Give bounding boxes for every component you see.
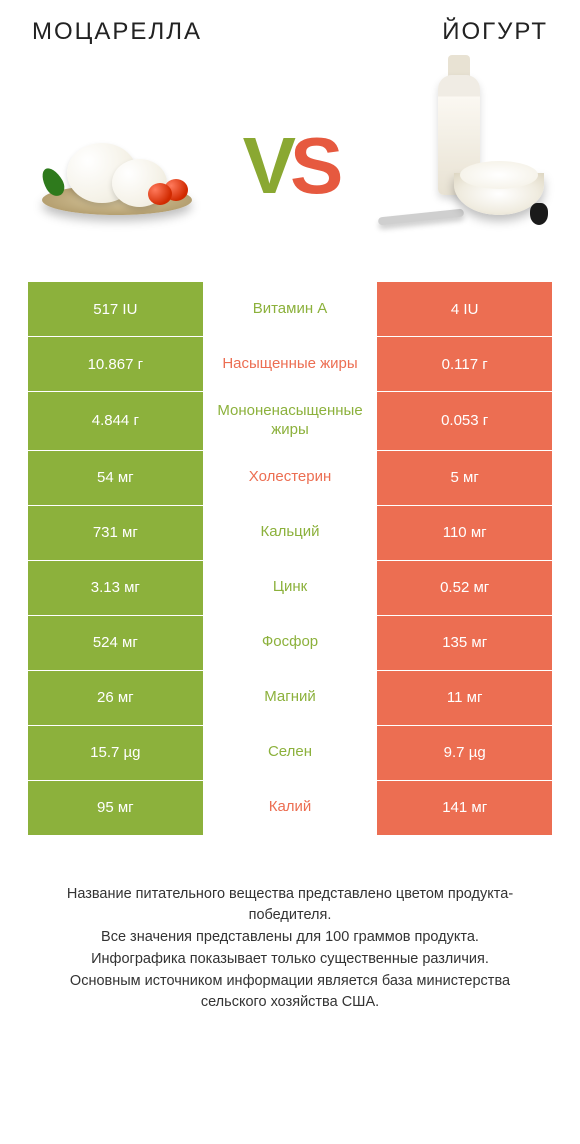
yogurt-image: [378, 81, 548, 251]
title-right: ЙОГУРТ: [442, 18, 548, 46]
nutrient-label: Цинк: [203, 561, 378, 615]
left-value: 517 IU: [28, 282, 203, 336]
right-value: 110 мг: [377, 506, 552, 560]
infographic-container: МОЦАРЕЛЛА ЙОГУРТ VS 517 IUВитамин A4 IU1…: [0, 0, 580, 1044]
nutrient-label: Насыщенные жиры: [203, 337, 378, 391]
vs-v: V: [243, 121, 290, 210]
right-value: 141 мг: [377, 781, 552, 835]
right-value: 11 мг: [377, 671, 552, 725]
mozzarella-image: [32, 81, 202, 251]
nutrient-label: Калий: [203, 781, 378, 835]
footer-line: Название питательного вещества представл…: [38, 884, 542, 928]
left-value: 3.13 мг: [28, 561, 203, 615]
table-row: 4.844 гМононенасыщенные жиры0.053 г: [28, 392, 552, 451]
nutrient-label: Фосфор: [203, 616, 378, 670]
header: МОЦАРЕЛЛА ЙОГУРТ: [28, 18, 552, 46]
vs-s: S: [290, 121, 337, 210]
nutrient-label: Кальций: [203, 506, 378, 560]
left-value: 4.844 г: [28, 392, 203, 450]
left-value: 15.7 µg: [28, 726, 203, 780]
table-row: 10.867 гНасыщенные жиры0.117 г: [28, 337, 552, 392]
nutrient-label: Мононенасыщенные жиры: [203, 392, 378, 450]
left-value: 524 мг: [28, 616, 203, 670]
right-value: 0.52 мг: [377, 561, 552, 615]
nutrient-label: Витамин A: [203, 282, 378, 336]
nutrient-label: Магний: [203, 671, 378, 725]
right-value: 0.117 г: [377, 337, 552, 391]
title-left: МОЦАРЕЛЛА: [32, 18, 202, 46]
nutrient-label: Холестерин: [203, 451, 378, 505]
left-value: 731 мг: [28, 506, 203, 560]
vs-label: VS: [243, 126, 338, 206]
table-row: 517 IUВитамин A4 IU: [28, 282, 552, 337]
table-row: 3.13 мгЦинк0.52 мг: [28, 561, 552, 616]
table-row: 731 мгКальций110 мг: [28, 506, 552, 561]
nutrient-label: Селен: [203, 726, 378, 780]
table-row: 54 мгХолестерин5 мг: [28, 451, 552, 506]
right-value: 135 мг: [377, 616, 552, 670]
right-value: 5 мг: [377, 451, 552, 505]
left-value: 26 мг: [28, 671, 203, 725]
table-row: 26 мгМагний11 мг: [28, 671, 552, 726]
right-value: 9.7 µg: [377, 726, 552, 780]
left-value: 95 мг: [28, 781, 203, 835]
footer-line: Инфографика показывает только существенн…: [38, 949, 542, 971]
right-value: 4 IU: [377, 282, 552, 336]
footer-line: Основным источником информации является …: [38, 971, 542, 1015]
left-value: 10.867 г: [28, 337, 203, 391]
table-row: 524 мгФосфор135 мг: [28, 616, 552, 671]
comparison-table: 517 IUВитамин A4 IU10.867 гНасыщенные жи…: [28, 282, 552, 836]
footer-notes: Название питательного вещества представл…: [28, 884, 552, 1015]
left-value: 54 мг: [28, 451, 203, 505]
table-row: 15.7 µgСелен9.7 µg: [28, 726, 552, 781]
table-row: 95 мгКалий141 мг: [28, 781, 552, 836]
footer-line: Все значения представлены для 100 граммо…: [38, 927, 542, 949]
hero-row: VS: [28, 56, 552, 276]
right-value: 0.053 г: [377, 392, 552, 450]
